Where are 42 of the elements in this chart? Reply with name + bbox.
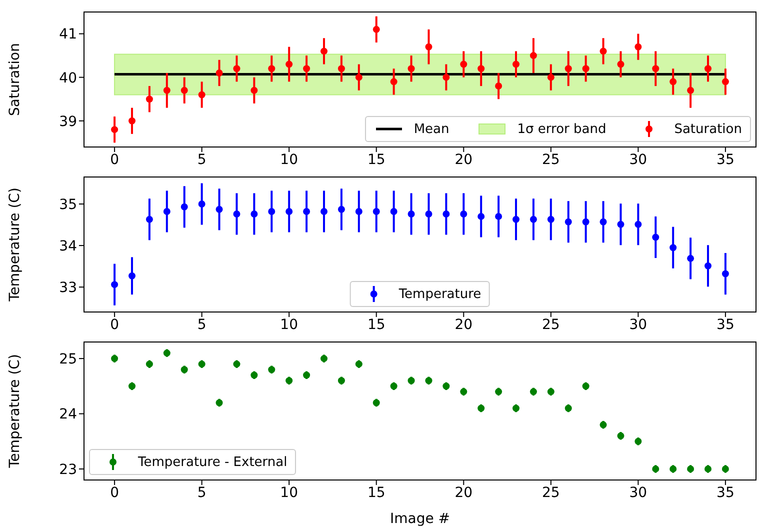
x-tick-label: 30 — [629, 152, 648, 168]
x-tick-label: 10 — [280, 484, 298, 501]
y-axis-title: Temperature (C) — [6, 188, 23, 302]
y-tick-label: 35 — [59, 196, 77, 213]
y-tick-label: 25 — [59, 352, 77, 368]
x-tick-label: 15 — [367, 152, 386, 168]
y-axis-title: Saturation — [6, 43, 23, 116]
x-tick-label: 25 — [542, 484, 560, 501]
x-tick-label: 5 — [197, 316, 206, 333]
y-tick-label: 40 — [59, 70, 77, 86]
x-tick-label: 35 — [716, 484, 734, 501]
x-axis-title: Image # — [388, 510, 452, 528]
y-tick-label: 24 — [59, 406, 78, 423]
legend-label: 1σ error band — [517, 122, 606, 136]
x-tick-label: 15 — [367, 484, 386, 501]
x-tick-label: 30 — [629, 484, 648, 501]
x-tick-label: 25 — [542, 152, 560, 168]
x-tick-label: 15 — [367, 316, 386, 333]
y-tick-label: 34 — [59, 238, 78, 255]
x-tick-label: 20 — [454, 316, 473, 333]
y-axis-title: Temperature (C) — [6, 354, 23, 469]
x-tick-label: 35 — [716, 316, 734, 333]
x-tick-label: 10 — [280, 152, 298, 168]
x-tick-label: 10 — [280, 316, 298, 333]
x-tick-label: 0 — [110, 152, 120, 168]
x-tick-label: 0 — [110, 484, 120, 501]
legend-label: Temperature — [398, 286, 482, 302]
y-tick-label: 33 — [59, 280, 77, 296]
x-tick-label: 30 — [629, 316, 648, 333]
y-tick-label: 41 — [59, 26, 77, 43]
x-tick-label: 25 — [542, 316, 560, 333]
x-tick-label: 20 — [454, 152, 473, 168]
x-tick-label: 5 — [197, 484, 206, 501]
legend-label: Saturation — [674, 122, 742, 136]
x-tick-label: 35 — [716, 152, 734, 168]
y-tick-label: 39 — [59, 114, 77, 130]
x-tick-label: 5 — [197, 152, 206, 168]
y-tick-label: 23 — [59, 462, 77, 478]
x-tick-label: 20 — [454, 484, 473, 501]
legend-label: Temperature - External — [138, 454, 288, 470]
x-tick-label: 0 — [110, 316, 120, 333]
legend-label: Mean — [414, 122, 450, 136]
